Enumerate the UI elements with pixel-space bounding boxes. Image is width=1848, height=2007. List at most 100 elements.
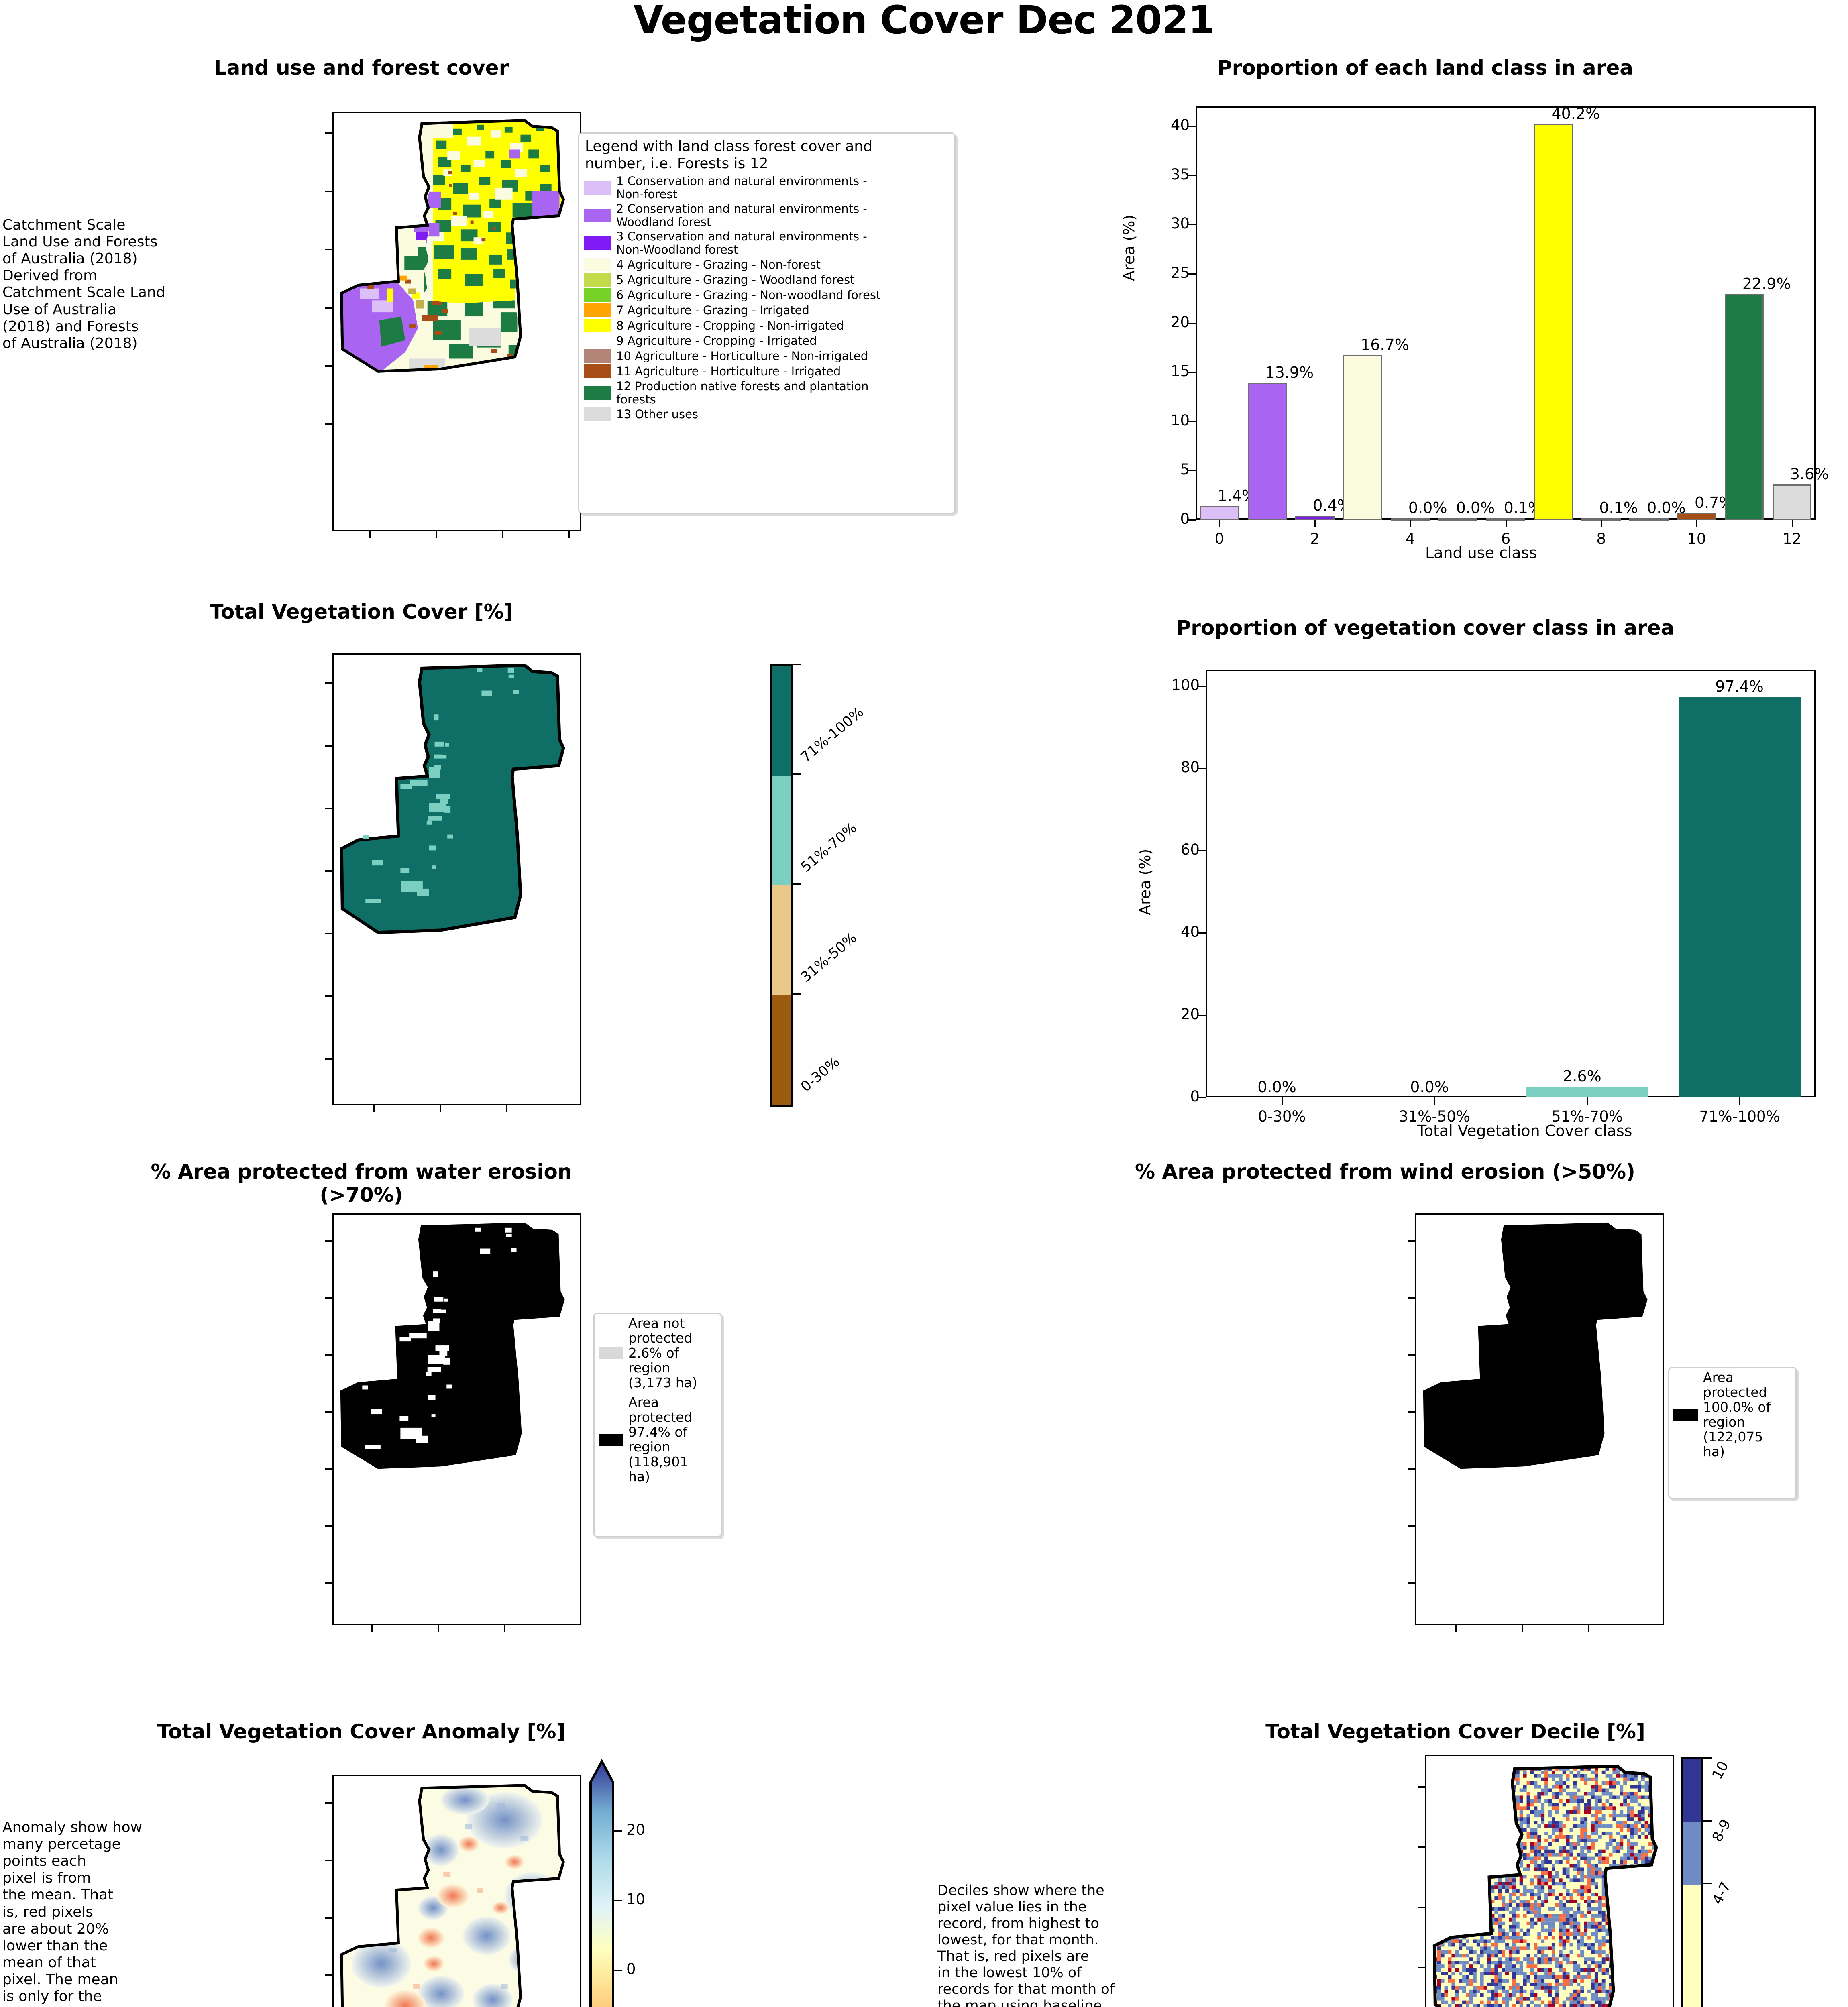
- legend-swatch: [584, 303, 611, 318]
- colorbar-label: 10: [1709, 1759, 1732, 1782]
- bar: [1679, 696, 1801, 1097]
- x-tick-label: 2: [1310, 530, 1320, 548]
- y-tick-label: 15: [1170, 362, 1190, 380]
- bar-value-label: 0.0%: [1257, 1078, 1296, 1096]
- bar-value-label: 0.0%: [1456, 499, 1495, 517]
- y-tick: [1188, 126, 1196, 127]
- colorbar-tick: [1703, 1820, 1712, 1822]
- map-tick: [1408, 1582, 1415, 1584]
- map-tick: [369, 531, 371, 538]
- legend-item-label: Area protected 100.0% of region (122,075…: [1703, 1370, 1771, 1459]
- x-tick-label: 51%-70%: [1551, 1108, 1623, 1125]
- x-tick-label: 12: [1783, 530, 1802, 548]
- bar: [1438, 518, 1478, 521]
- y-tick-label: 80: [1180, 759, 1200, 776]
- legend-item-label: 7 Agriculture - Grazing - Irrigated: [616, 303, 809, 317]
- veg-cover-map: [332, 653, 581, 1105]
- map-tick: [1408, 1411, 1415, 1413]
- legend-item: Area protected 97.4% of region (118,901 …: [595, 1393, 721, 1487]
- map-tick: [325, 995, 332, 997]
- page-title: Vegetation Cover Dec 2021: [633, 0, 1215, 43]
- y-tick-label: 10: [1170, 411, 1190, 429]
- bar-value-label: 2.6%: [1563, 1067, 1601, 1085]
- map-tick: [325, 1297, 332, 1299]
- legend-item-label: 11 Agriculture - Horticulture - Irrigate…: [616, 364, 841, 378]
- veg-bar-ylabel: Area (%): [1136, 849, 1154, 915]
- map-tick: [325, 1354, 332, 1356]
- map-tick: [325, 1468, 332, 1470]
- colorbar-segment: [1683, 1759, 1701, 1822]
- y-tick-label: 25: [1170, 264, 1190, 281]
- colorbar-segment: [772, 666, 791, 776]
- legend-item: 9 Agriculture - Cropping - Irrigated: [579, 333, 954, 348]
- colorbar-tick: [1703, 1757, 1712, 1759]
- x-tick-label: 6: [1501, 530, 1511, 548]
- colorbar-tick: [613, 1900, 622, 1902]
- decile-colorbar: [1681, 1757, 1703, 2007]
- x-tick: [1696, 520, 1697, 527]
- bar-value-label: 0.0%: [1408, 499, 1447, 517]
- x-tick-label: 4: [1406, 530, 1415, 548]
- legend-swatch: [584, 288, 611, 302]
- x-tick-label: 31%-50%: [1399, 1108, 1470, 1125]
- y-tick: [1198, 1097, 1206, 1098]
- bar: [1725, 294, 1764, 520]
- map-tick: [502, 531, 503, 538]
- legend-item: 7 Agriculture - Grazing - Irrigated: [579, 303, 954, 318]
- y-tick: [1188, 224, 1196, 226]
- bar: [1534, 124, 1573, 520]
- y-tick: [1198, 1015, 1206, 1016]
- map-tick: [371, 1625, 373, 1632]
- map-tick: [1522, 1625, 1523, 1632]
- bar-value-label: 16.7%: [1361, 336, 1409, 354]
- map-tick: [1408, 1468, 1415, 1470]
- y-tick: [1188, 470, 1196, 472]
- bar: [1629, 518, 1669, 521]
- legend-item: 1 Conservation and natural environments …: [579, 174, 954, 202]
- legend-item: 4 Agriculture - Grazing - Non-forest: [579, 257, 954, 272]
- colorbar-tick: [613, 1830, 622, 1832]
- wind-erosion-title: % Area protected from wind erosion (>50%…: [1135, 1160, 1636, 1183]
- colorbar-tick-label: 10: [626, 1891, 646, 1908]
- legend-item: 5 Agriculture - Grazing - Woodland fores…: [579, 272, 954, 287]
- map-tick: [1418, 1846, 1425, 1848]
- map-tick: [1408, 1297, 1415, 1299]
- map-tick: [325, 745, 332, 747]
- bar: [1677, 513, 1716, 520]
- legend-swatch: [584, 258, 611, 272]
- map-tick: [1455, 1625, 1457, 1632]
- map-tick: [325, 1058, 332, 1060]
- land-use-bar-axes: [1196, 106, 1816, 520]
- map-tick: [325, 808, 332, 809]
- map-tick: [504, 1625, 505, 1632]
- water-erosion-map: [332, 1213, 581, 1625]
- legend-item-label: 12 Production native forests and plantat…: [616, 379, 869, 406]
- map-tick: [373, 1105, 375, 1112]
- colorbar-tick: [613, 1970, 622, 1971]
- bar-value-label: 97.4%: [1715, 677, 1764, 695]
- y-tick-label: 20: [1170, 313, 1190, 331]
- colorbar-tick: [1703, 1882, 1712, 1884]
- legend-item: 6 Agriculture - Grazing - Non-woodland f…: [579, 287, 954, 303]
- map-tick: [1408, 1525, 1415, 1527]
- veg-cover-colorbar: [770, 664, 793, 1107]
- wind-erosion-map: [1415, 1213, 1664, 1625]
- y-tick-label: 60: [1180, 841, 1200, 858]
- y-tick: [1188, 372, 1196, 373]
- y-tick: [1188, 519, 1196, 521]
- legend-item-label: Area not protected 2.6% of region (3,173…: [628, 1315, 697, 1390]
- legend-item-label: 10 Agriculture - Horticulture - Non-irri…: [616, 349, 868, 363]
- legend-swatch: [584, 334, 611, 348]
- legend-item-label: 6 Agriculture - Grazing - Non-woodland f…: [616, 288, 881, 302]
- x-tick: [1739, 1097, 1740, 1105]
- colorbar-label: 8-9: [1709, 1817, 1734, 1845]
- bar: [1295, 516, 1335, 520]
- colorbar-label: 31%-50%: [798, 930, 860, 985]
- legend-item: Area not protected 2.6% of region (3,173…: [595, 1314, 721, 1393]
- colorbar-label: 51%-70%: [798, 820, 860, 876]
- legend-item: 11 Agriculture - Horticulture - Irrigate…: [579, 364, 954, 379]
- veg-bar-xlabel: Total Vegetation Cover class: [1417, 1122, 1632, 1140]
- bar-value-label: 0.0%: [1410, 1078, 1449, 1096]
- y-tick: [1188, 322, 1196, 324]
- water-erosion-legend: Area not protected 2.6% of region (3,173…: [593, 1313, 722, 1537]
